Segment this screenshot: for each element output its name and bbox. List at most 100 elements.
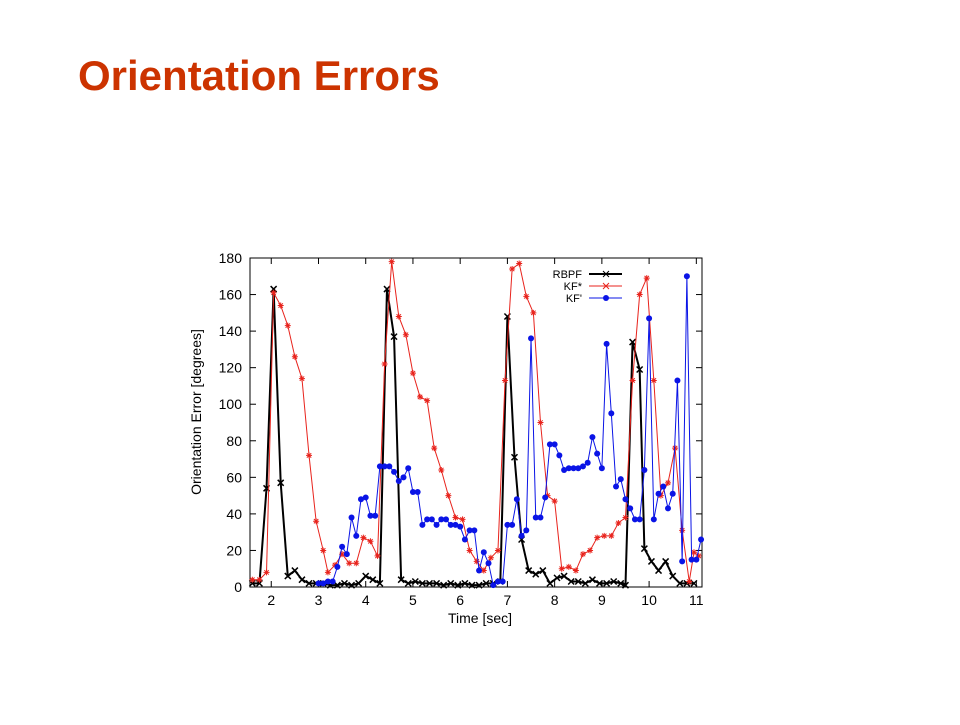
point bbox=[558, 565, 565, 572]
point bbox=[357, 496, 364, 503]
point bbox=[334, 563, 341, 570]
point bbox=[532, 570, 540, 578]
point bbox=[395, 313, 402, 320]
point bbox=[615, 520, 622, 527]
point bbox=[561, 467, 568, 474]
series-line bbox=[252, 261, 700, 582]
point bbox=[452, 521, 459, 528]
point bbox=[447, 521, 454, 528]
point bbox=[567, 577, 575, 586]
point bbox=[409, 488, 416, 495]
point bbox=[402, 331, 409, 338]
point bbox=[306, 452, 313, 459]
point bbox=[669, 572, 677, 580]
point bbox=[629, 377, 636, 384]
point bbox=[537, 514, 544, 521]
point bbox=[650, 516, 657, 523]
y-axis-label: Orientation Error [degrees] bbox=[188, 329, 204, 495]
point bbox=[601, 532, 608, 539]
point bbox=[683, 273, 690, 280]
point bbox=[369, 576, 377, 584]
point bbox=[655, 490, 662, 497]
point bbox=[440, 581, 448, 589]
point bbox=[376, 579, 384, 587]
point bbox=[418, 579, 426, 587]
x-tick-label: 4 bbox=[362, 592, 370, 608]
point bbox=[629, 338, 637, 346]
point bbox=[473, 558, 480, 565]
plot-frame bbox=[249, 257, 703, 588]
y-tick-label: 140 bbox=[219, 323, 243, 339]
point bbox=[617, 476, 624, 483]
point bbox=[570, 465, 577, 472]
point bbox=[343, 551, 350, 558]
point bbox=[249, 576, 256, 583]
point bbox=[490, 582, 497, 589]
point bbox=[438, 467, 445, 474]
point bbox=[556, 452, 563, 459]
point bbox=[686, 578, 693, 585]
point bbox=[532, 514, 539, 521]
legend-marker bbox=[602, 282, 610, 290]
point bbox=[414, 488, 421, 495]
point bbox=[320, 580, 327, 587]
point bbox=[647, 557, 655, 565]
point bbox=[466, 527, 473, 534]
point bbox=[270, 289, 277, 296]
point bbox=[528, 335, 535, 342]
y-tick-label: 0 bbox=[234, 579, 242, 595]
y-tick-label: 160 bbox=[219, 287, 243, 303]
point bbox=[598, 465, 605, 472]
point bbox=[362, 572, 370, 580]
point bbox=[404, 579, 412, 587]
point bbox=[374, 552, 381, 559]
point bbox=[613, 483, 620, 490]
point bbox=[367, 538, 374, 545]
point bbox=[546, 441, 553, 448]
point bbox=[608, 410, 615, 417]
point bbox=[510, 453, 519, 461]
point bbox=[339, 551, 346, 558]
point bbox=[617, 579, 625, 587]
legend-marker bbox=[603, 295, 609, 301]
point bbox=[542, 494, 549, 501]
point bbox=[537, 419, 544, 426]
point bbox=[376, 463, 383, 470]
point bbox=[669, 490, 676, 497]
point bbox=[397, 576, 405, 584]
point bbox=[315, 580, 322, 587]
point bbox=[480, 549, 487, 556]
point bbox=[587, 547, 594, 554]
point bbox=[348, 581, 356, 589]
point bbox=[640, 545, 648, 553]
point bbox=[263, 569, 270, 576]
point bbox=[565, 465, 572, 472]
point bbox=[391, 468, 398, 475]
series-line bbox=[252, 288, 694, 587]
point bbox=[494, 578, 501, 585]
point bbox=[284, 572, 292, 580]
point bbox=[390, 333, 398, 341]
y-tick-label: 80 bbox=[226, 433, 242, 449]
point bbox=[381, 361, 388, 368]
point bbox=[431, 445, 438, 452]
point bbox=[499, 578, 506, 585]
x-tick-label: 6 bbox=[456, 592, 464, 608]
point bbox=[424, 516, 431, 523]
point bbox=[320, 547, 327, 554]
point bbox=[256, 576, 263, 583]
point bbox=[468, 581, 476, 589]
point bbox=[655, 567, 663, 575]
point bbox=[504, 521, 511, 528]
point bbox=[594, 534, 601, 541]
point bbox=[664, 505, 671, 512]
point bbox=[610, 577, 618, 586]
point bbox=[459, 516, 466, 523]
x-tick-label: 11 bbox=[689, 592, 704, 608]
point bbox=[509, 521, 516, 528]
legend-label: RBPF bbox=[553, 269, 583, 281]
point bbox=[298, 375, 305, 382]
point bbox=[367, 512, 374, 519]
point bbox=[636, 516, 643, 523]
x-tick-label: 5 bbox=[409, 592, 417, 608]
